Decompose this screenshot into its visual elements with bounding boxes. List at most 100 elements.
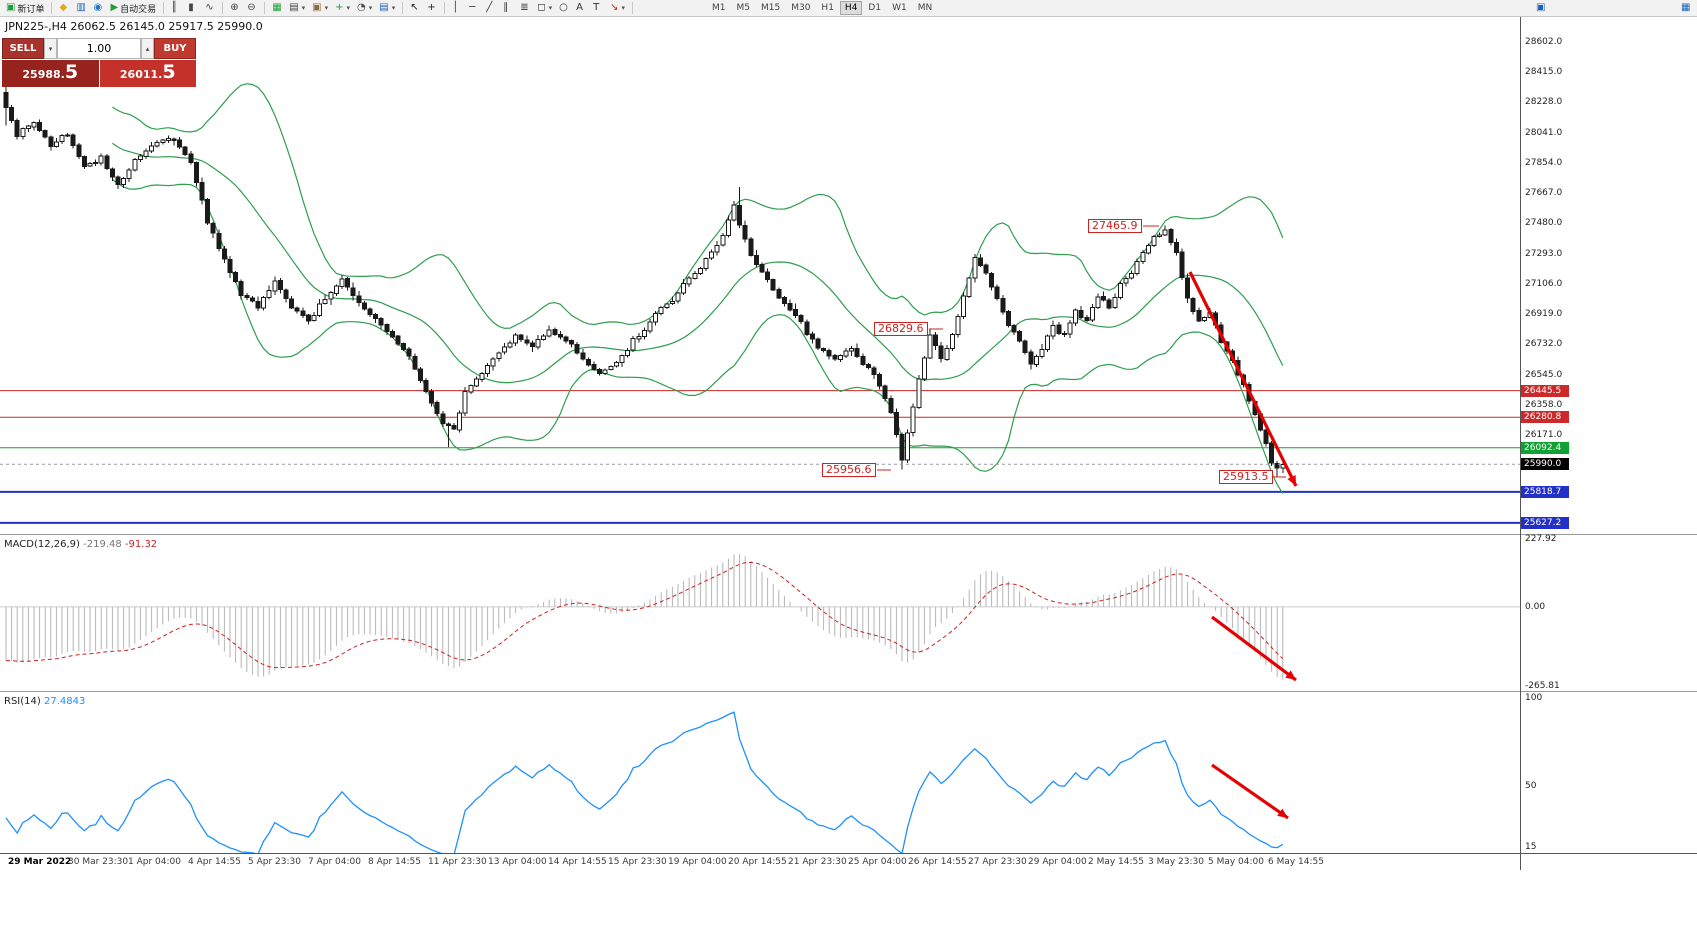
globe-button[interactable]: ◉	[90, 1, 106, 16]
macd-main-value: -219.48	[83, 539, 122, 550]
text-icon: A	[576, 2, 583, 13]
time-axis-label[interactable]: 14 Apr 14:55	[548, 857, 607, 867]
candle-chart-type-button[interactable]: ▮	[185, 1, 201, 16]
main-price-chart[interactable]	[0, 17, 1520, 534]
time-axis-label[interactable]: 21 Apr 23:30	[788, 857, 847, 867]
time-axis-label[interactable]: 29 Mar 2022	[8, 857, 72, 867]
timeframe-h1-button[interactable]: H1	[821, 3, 834, 13]
time-axis-label[interactable]: 27 Apr 23:30	[968, 857, 1027, 867]
tile-windows-button[interactable]: ▦	[269, 1, 285, 16]
price-level-tag[interactable]: 26445.5	[1521, 384, 1569, 397]
vertical-line-button[interactable]: │	[449, 1, 465, 16]
time-axis-label[interactable]: 20 Apr 14:55	[728, 857, 787, 867]
time-axis-label[interactable]: 4 Apr 14:55	[188, 857, 241, 867]
autotrading-button[interactable]: ▶ 自动交易	[107, 1, 159, 16]
price-axis-label: 28228.0	[1525, 97, 1563, 108]
sell-button[interactable]: SELL	[2, 38, 44, 59]
sell-price-display[interactable]: 25988. 5	[2, 60, 99, 87]
price-axis-border	[1520, 17, 1521, 870]
volume-decrease-button[interactable]: ▾	[44, 38, 57, 59]
time-axis-label[interactable]: 25 Apr 04:00	[848, 857, 907, 867]
timeframe-m15-button[interactable]: M15	[760, 3, 781, 13]
price-callout-label[interactable]: 25913.5	[1219, 470, 1273, 484]
zoom-out-button[interactable]: ⊖	[244, 1, 260, 16]
time-axis-label[interactable]: 29 Apr 04:00	[1028, 857, 1087, 867]
new-chart-button[interactable]: ▤ ▾	[286, 1, 308, 16]
time-axis-label[interactable]: 5 May 04:00	[1208, 857, 1264, 867]
time-axis-border	[0, 853, 1697, 854]
time-axis-label[interactable]: 13 Apr 04:00	[488, 857, 547, 867]
rsi-axis-label: 50	[1525, 780, 1537, 791]
time-axis-label[interactable]: 1 Apr 04:00	[128, 857, 181, 867]
time-axis-label[interactable]: 6 May 14:55	[1268, 857, 1324, 867]
periods-button[interactable]: ◔ ▾	[354, 1, 375, 16]
profiles-button[interactable]: ▣ ▾	[309, 1, 331, 16]
ellipse-button[interactable]: ○	[556, 1, 572, 16]
timeframe-m1-button[interactable]: M1	[711, 3, 726, 13]
line-chart-type-button[interactable]: ∿	[202, 1, 218, 16]
market-button[interactable]: ◆	[56, 1, 72, 16]
bar-chart-type-button[interactable]: ║	[168, 1, 184, 16]
timeframe-m5-button[interactable]: M5	[736, 3, 750, 13]
price-level-tag[interactable]: 26280.8	[1521, 411, 1569, 424]
price-axis-label: 28602.0	[1525, 37, 1563, 47]
fibonacci-button[interactable]: ≣	[517, 1, 533, 16]
label-button[interactable]: T	[590, 1, 606, 16]
timeframe-m30-button[interactable]: M30	[791, 3, 811, 13]
trendline-button[interactable]: ╱	[483, 1, 499, 16]
timeframe-d1-button[interactable]: D1	[868, 3, 882, 13]
indicators-icon: +	[335, 2, 344, 13]
time-axis-label[interactable]: 2 May 14:55	[1088, 857, 1144, 867]
templates-button[interactable]: ▤ ▾	[376, 1, 398, 16]
tile-windows-icon: ▦	[272, 2, 282, 13]
text-button[interactable]: A	[573, 1, 589, 16]
help-window-icon: ▦	[1681, 2, 1691, 13]
price-callout-label[interactable]: 26829.6	[874, 322, 928, 336]
price-axis-label: 27106.0	[1525, 278, 1563, 289]
indicators-button[interactable]: + ▾	[332, 1, 353, 16]
objects-arrows-button[interactable]: ↘ ▾	[607, 1, 628, 16]
shapes-button[interactable]: ◻ ▾	[534, 1, 555, 16]
time-axis-label[interactable]: 11 Apr 23:30	[428, 857, 487, 867]
time-axis-label[interactable]: 19 Apr 04:00	[668, 857, 727, 867]
volume-increase-button[interactable]: ▴	[141, 38, 154, 59]
channel-button[interactable]: ∥	[500, 1, 516, 16]
panel-separator[interactable]	[0, 534, 1697, 535]
crosshair-button[interactable]: +	[424, 1, 440, 16]
alerts-window-button[interactable]: ▣	[1533, 1, 1549, 16]
price-level-tag[interactable]: 25627.2	[1521, 516, 1569, 529]
volume-input[interactable]	[57, 38, 141, 59]
horizontal-line-button[interactable]: ─	[466, 1, 482, 16]
time-axis-label[interactable]: 7 Apr 04:00	[308, 857, 361, 867]
new-order-button[interactable]: ▣ 新订单	[3, 1, 47, 16]
time-axis-label[interactable]: 3 May 23:30	[1148, 857, 1204, 867]
rsi-indicator-panel[interactable]	[0, 692, 1520, 853]
chart-ohlc-header: JPN225-,H4 26062.5 26145.0 25917.5 25990…	[5, 20, 263, 33]
buy-price-display[interactable]: 26011. 5	[99, 60, 196, 87]
price-callout-label[interactable]: 25956.6	[822, 463, 876, 477]
price-level-tag[interactable]: 26092.4	[1521, 441, 1569, 454]
charts-button[interactable]: ▥	[73, 1, 89, 16]
price-callout-label[interactable]: 27465.9	[1088, 219, 1142, 233]
help-window-button[interactable]: ▦	[1678, 1, 1694, 16]
zoom-in-button[interactable]: ⊕	[227, 1, 243, 16]
timeframe-w1-button[interactable]: W1	[892, 3, 907, 13]
new-order-button-label: 新订单	[17, 4, 45, 15]
macd-indicator-panel[interactable]	[0, 535, 1520, 691]
time-axis-label[interactable]: 5 Apr 23:30	[248, 857, 301, 867]
toolbar-separator	[444, 2, 446, 14]
time-axis-label[interactable]: 26 Apr 14:55	[908, 857, 967, 867]
cursor-button[interactable]: ↖	[407, 1, 423, 16]
time-axis-label[interactable]: 30 Mar 23:30	[68, 857, 129, 867]
alerts-window-icon: ▣	[1536, 2, 1546, 13]
panel-separator[interactable]	[0, 691, 1697, 692]
candles-layer	[3, 86, 1286, 477]
timeframe-mn-button[interactable]: MN	[917, 3, 933, 13]
time-axis-label[interactable]: 8 Apr 14:55	[368, 857, 421, 867]
buy-button[interactable]: BUY	[154, 38, 196, 59]
time-axis-label[interactable]: 15 Apr 23:30	[608, 857, 667, 867]
price-level-tag[interactable]: 25818.7	[1521, 485, 1569, 498]
timeframe-h4-button[interactable]: H4	[839, 1, 863, 15]
cursor-icon: ↖	[410, 2, 419, 13]
zoom-out-icon: ⊖	[247, 2, 256, 13]
